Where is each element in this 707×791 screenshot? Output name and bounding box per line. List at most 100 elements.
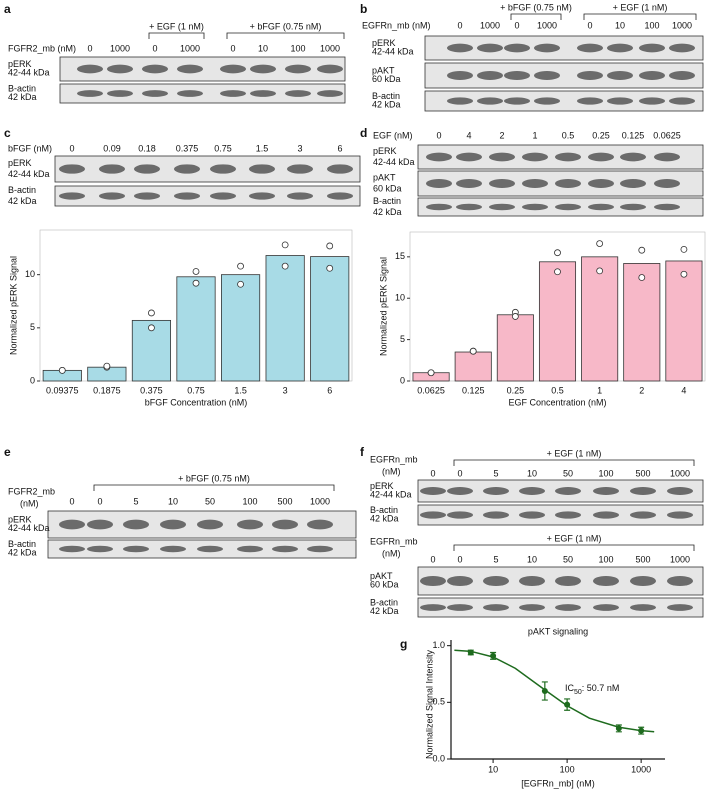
blot-band [630,604,656,611]
lane-label: 0 [97,496,102,506]
blot-band [160,545,186,553]
lane-label: 0.125 [622,130,645,140]
blot-band [483,604,509,611]
treatment-bracket [93,484,335,491]
blot-band [489,152,515,162]
blot-band [630,487,656,495]
blot-band [577,43,603,53]
blot-band [249,164,275,174]
blot-band [287,164,313,174]
blot-strip [424,90,704,112]
lane-label: 0 [457,468,462,478]
blot-band [77,90,103,97]
lane-label: 4 [466,130,471,140]
row-name: pAKT [372,66,395,76]
lane-label: 0 [430,554,435,564]
blot-band [237,519,263,530]
y-tick-label: 0.5 [432,697,445,707]
bar [665,260,703,382]
lane-label: 0 [457,20,462,30]
data-point [541,688,548,694]
blot-band [519,511,545,519]
data-point [615,725,622,732]
replicate-point [326,242,334,250]
replicate-point [58,366,66,374]
lane-label: 0 [69,496,74,506]
treatment-label: + bFGF (0.75 nM) [250,21,322,31]
blot-band [489,179,515,188]
blot-band [669,43,695,53]
row-size: 42-44 kDa [370,490,412,500]
x-tick-label: 100 [560,764,575,774]
blot-band [59,519,85,530]
blot-band [588,179,614,188]
replicate-point [192,279,200,287]
bar [623,263,661,382]
blot-band [307,545,333,553]
x-tick-label: 2 [639,385,644,395]
blot-band [272,545,298,553]
replicate-point [103,362,111,370]
row-name: B-actin [370,505,398,515]
row-size: 42-44 kDa [8,169,50,179]
blot-band [555,487,581,495]
blot-band [555,575,581,587]
blot-band [250,64,276,74]
y-axis-title: Normalized pERK Signal [378,257,388,356]
treatment-bracket [583,13,697,20]
data-point [564,701,571,708]
dose-title: (nM) [382,466,401,476]
data-point [638,727,645,734]
replicate-point [148,324,155,332]
y-tick-label: 0 [30,375,35,385]
dose-title: EGFRn_mb (nM) [362,20,431,30]
blot-band [307,519,333,530]
lane-label: 1000 [320,43,340,53]
blot-band [593,575,619,587]
blot-band [210,164,236,174]
blot-band [317,64,343,74]
panel-label: e [4,445,11,459]
blot-band [59,164,85,174]
blot-band [123,545,149,553]
blot-band [654,179,680,188]
annotation: IC50: 50.7 nM [565,683,619,695]
blot-band [426,152,452,162]
x-tick-label: 1.5 [234,385,247,395]
x-axis-title: EGF Concentration (nM) [508,397,606,407]
blot-band [249,192,275,200]
blot-band [667,511,693,519]
blot-band [237,545,263,553]
lane-label: 6 [337,143,342,153]
panel-label: f [360,445,365,459]
blot-band [477,71,503,80]
blot-band [174,192,200,200]
blot-band [519,604,545,611]
lane-label: 5 [133,496,138,506]
blot-band [142,90,168,97]
row-name: pERK [370,481,394,491]
dose-title: EGFRn_mb [370,536,418,546]
y-tick-label: 5 [30,322,35,332]
blot-band [456,179,482,188]
row-size: 60 kDa [372,74,401,84]
blot-band [667,575,693,587]
blot-band [317,90,343,97]
blot-band [174,164,200,174]
row-name: pERK [8,515,32,525]
blot-band [59,192,85,200]
data-point [490,652,497,659]
bar [265,255,305,382]
replicate-point [596,267,604,275]
blot-band [477,97,503,105]
row-name: pAKT [373,172,396,182]
lane-label: 5 [493,554,498,564]
bar [454,351,492,382]
row-name: pERK [8,158,32,168]
dose-title: EGF (nM) [373,130,413,140]
blot-band [522,203,548,211]
lane-label: 10 [527,468,537,478]
blot-band [426,203,452,211]
dose-title: (nM) [382,548,401,558]
blot-band [420,487,446,495]
